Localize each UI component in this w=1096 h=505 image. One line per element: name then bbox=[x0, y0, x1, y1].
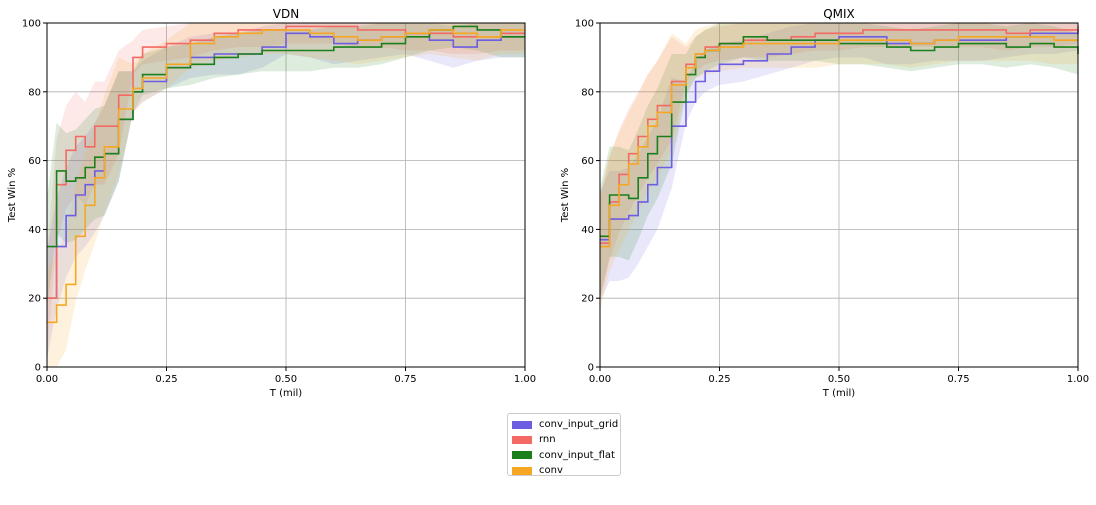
vdn-xtick-label-0: 0.00 bbox=[36, 374, 58, 385]
qmix-ytick-label-4: 80 bbox=[581, 87, 594, 98]
legend-swatch-conv-input-grid bbox=[512, 420, 532, 429]
vdn-line-conv-input-flat bbox=[47, 25, 525, 248]
qmix-xtick-label-0: 0.00 bbox=[589, 374, 611, 385]
vdn-ytick-label-0: 0 bbox=[35, 363, 41, 374]
legend-label-conv: conv bbox=[539, 465, 563, 477]
qmix-panel: QMIX Test Win % T (mil) 0 20 40 60 80 100 0.00… bbox=[560, 7, 1089, 399]
legend-swatch-conv-input-flat bbox=[512, 451, 532, 460]
qmix-band-conv bbox=[600, 23, 1078, 312]
legend-label-rnn: rnn bbox=[539, 434, 556, 446]
qmix-xlabel: T (mil) bbox=[822, 388, 855, 399]
legend-item-conv-input-flat: conv_input_flat bbox=[512, 448, 620, 463]
qmix-ytick-label-0: 0 bbox=[588, 363, 594, 374]
legend-label-conv-input-flat: conv_input_flat bbox=[539, 449, 615, 461]
qmix-line-conv-input-grid bbox=[600, 29, 1079, 241]
vdn-ytick-label-2: 40 bbox=[28, 225, 41, 236]
qmix-ytick-label-2: 40 bbox=[581, 225, 594, 236]
vdn-xtick-label-2: 0.50 bbox=[275, 374, 297, 385]
qmix-xtick-label-2: 0.50 bbox=[828, 374, 850, 385]
vdn-xlabel: T (mil) bbox=[269, 388, 302, 399]
qmix-band-conv-input-flat bbox=[600, 23, 1078, 299]
vdn-ylabel: Test Win % bbox=[7, 168, 18, 223]
vdn-xtick-label-4: 1.00 bbox=[514, 374, 536, 385]
qmix-line-conv bbox=[600, 36, 1078, 248]
vdn-band-conv-input-grid bbox=[47, 23, 525, 361]
qmix-xtick-label-3: 0.75 bbox=[947, 374, 969, 385]
vdn-line-conv bbox=[47, 29, 525, 324]
vdn-title: VDN bbox=[273, 7, 299, 21]
vdn-xtick-label-1: 0.25 bbox=[155, 374, 177, 385]
vdn-panel: VDN Test Win % T (mil) 0 20 40 60 80 100 0.00 0… bbox=[7, 7, 536, 399]
qmix-ylabel: Test Win % bbox=[560, 168, 571, 223]
legend-swatch-rnn bbox=[512, 435, 532, 444]
legend-swatch-conv bbox=[512, 466, 532, 475]
qmix-xtick-label-1: 0.25 bbox=[708, 374, 730, 385]
legend-label-conv-input-grid: conv_input_grid bbox=[539, 419, 619, 431]
vdn-ytick-label-4: 80 bbox=[28, 87, 41, 98]
vdn-ytick-label-5: 100 bbox=[22, 19, 41, 30]
legend-item-conv-input-grid: conv_input_grid bbox=[512, 417, 620, 432]
qmix-title: QMIX bbox=[823, 7, 855, 21]
vdn-band-conv bbox=[47, 23, 525, 367]
vdn-ytick-label-3: 60 bbox=[28, 156, 41, 167]
legend-item-conv: conv bbox=[512, 463, 620, 478]
vdn-xtick-label-3: 0.75 bbox=[394, 374, 416, 385]
legend: conv_input_grid rnn conv_input_flat conv bbox=[507, 413, 621, 476]
qmix-ytick-label-3: 60 bbox=[581, 156, 594, 167]
legend-item-rnn: rnn bbox=[512, 432, 620, 447]
qmix-line-conv-input-flat bbox=[600, 36, 1079, 238]
qmix-band-conv-input-grid bbox=[600, 23, 1078, 302]
qmix-xtick-label-4: 1.00 bbox=[1067, 374, 1089, 385]
qmix-ytick-label-1: 20 bbox=[581, 294, 594, 305]
qmix-ytick-label-5: 100 bbox=[575, 19, 594, 30]
vdn-ytick-label-1: 20 bbox=[28, 294, 41, 305]
